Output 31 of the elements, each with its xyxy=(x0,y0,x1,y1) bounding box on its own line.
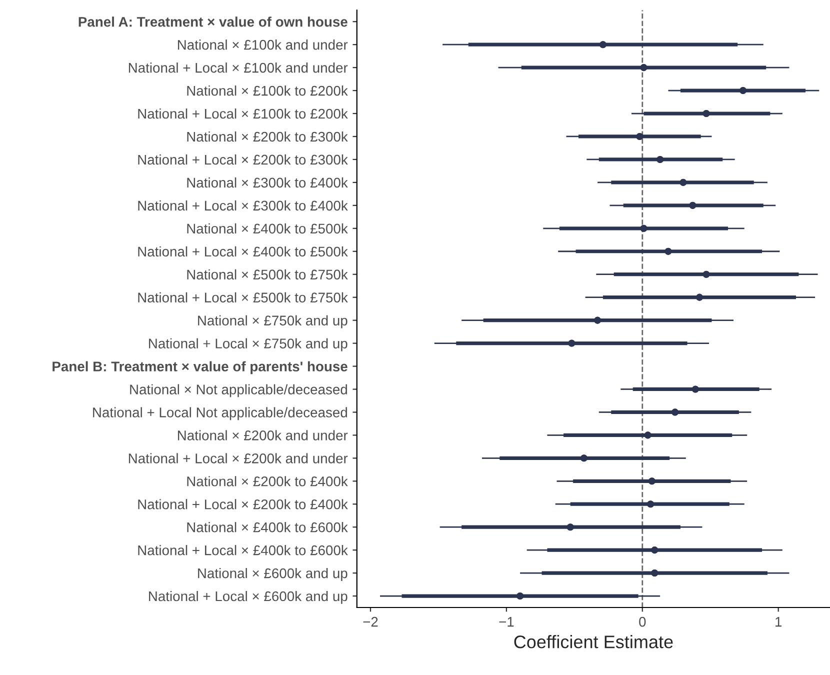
y-tick-label: National + Local × £100k to £200k xyxy=(138,108,348,119)
y-tick-label: National × £200k and under xyxy=(178,430,348,440)
y-tick-label: National + Local × £750k and up xyxy=(149,338,348,352)
y-tick-label: National + Local × £100k and under xyxy=(128,62,348,73)
y-tick-label: National × £200k to £300k xyxy=(187,131,348,142)
y-tick-label: National + Local × £300k to £400k xyxy=(138,200,348,211)
y-tick-label: National + Local × £200k to £300k xyxy=(138,154,348,165)
y-tick-label: National × £100k and under xyxy=(178,40,348,50)
y-tick-label: Panel B: Treatment × value of parents' house xyxy=(52,361,348,374)
y-tick-label: National × £400k to £500k xyxy=(187,223,348,234)
x-tick-label: 0 xyxy=(639,616,646,627)
y-tick-label: National + Local × £600k and up xyxy=(149,590,348,604)
y-tick-label: National + Local × £400k to £500k xyxy=(138,246,348,257)
y-tick-label: National × £750k and up xyxy=(198,315,348,328)
y-tick-label: National + Local × £500k to £750k xyxy=(138,292,348,302)
y-tick-label: National × £100k to £200k xyxy=(187,86,348,96)
y-tick-label: National × £500k to £750k xyxy=(187,269,348,280)
x-tick-label: −2 xyxy=(363,616,378,627)
y-tick-label: National × £200k to £400k xyxy=(187,476,348,486)
y-tick-label: Panel A: Treatment × value of own house xyxy=(78,16,348,27)
y-tick-label: National × £600k and up xyxy=(198,568,348,581)
y-tick-label: National + Local × £200k and under xyxy=(128,453,348,464)
y-tick-label: National × £400k to £600k xyxy=(187,522,348,532)
y-tick-label: National + Local × £200k to £400k xyxy=(138,499,348,510)
y-tick-label: National + Local × £400k to £600k xyxy=(138,545,348,556)
y-tick-label: National × £300k to £400k xyxy=(187,177,348,188)
y-tick-label: National + Local Not applicable/deceased xyxy=(93,407,347,420)
x-tick-label: 1 xyxy=(776,617,782,627)
x-tick-label: −1 xyxy=(499,617,514,627)
y-tick-label: National × Not applicable/deceased xyxy=(130,384,347,398)
x-axis-title: Coefficient Estimate xyxy=(514,635,673,648)
